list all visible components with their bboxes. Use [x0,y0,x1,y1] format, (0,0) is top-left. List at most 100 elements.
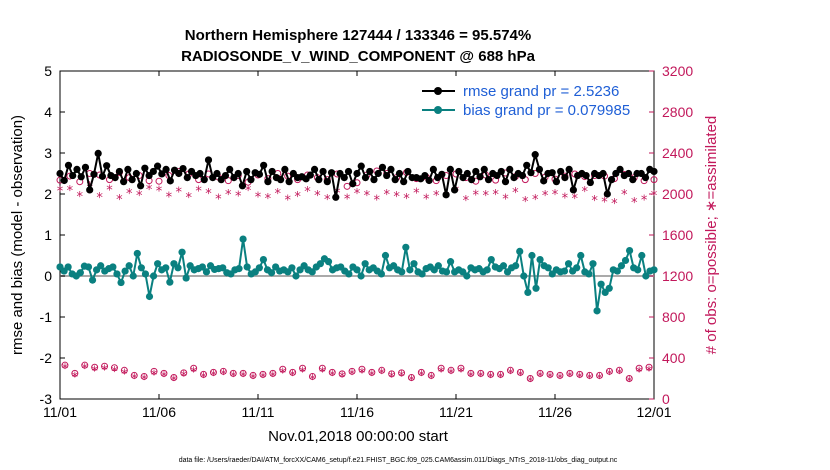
obs-assimilated-point: * [492,188,499,203]
bias-point [239,235,247,243]
rmse-point [64,161,73,169]
x-tick-label: 12/01 [636,404,671,420]
rmse-point [535,165,544,173]
obs-assimilated-point: * [284,194,291,209]
obs-assimilated-point: * [200,371,207,386]
obs-assimilated-point: * [255,191,262,206]
bias-point [198,263,206,271]
bias-point [113,270,121,278]
obs-assimilated-point: * [586,372,593,387]
rmse-point [277,176,285,184]
rmse-point [340,174,348,182]
obs-assimilated-point: * [631,196,638,211]
rmse-point [497,167,505,176]
bias-point [577,251,585,260]
obs-possible-point [140,372,148,380]
y-tick-label-right: 1600 [662,227,693,243]
obs-assimilated-point: * [91,364,98,379]
obs-assimilated-point: * [512,186,519,201]
rmse-point [400,178,408,186]
obs-assimilated-point: * [304,185,311,200]
rmse-point [446,165,454,173]
obs-assimilated-point: * [245,184,252,199]
bias-point [446,258,455,266]
rmse-point [285,178,293,186]
rmse-point [90,170,98,178]
obs-assimilated-point: * [487,371,494,386]
obs-possible-point [155,177,163,185]
bias-point [121,267,129,275]
y-tick-label-left: 0 [44,268,52,284]
bias-point [520,272,528,280]
obs-possible-point [81,361,89,369]
rmse-point [226,165,234,173]
rmse-point [624,169,633,178]
obs-assimilated-point: * [552,188,559,203]
obs-assimilated-point: * [468,370,475,385]
obs-assimilated-point: * [96,191,103,206]
obs-possible-point [91,363,99,371]
bias-point [109,263,117,271]
rmse-point [506,165,514,173]
rmse-point [467,176,476,184]
bias-point [243,263,251,271]
bias-point [410,260,418,268]
rmse-point [137,182,145,190]
rmse-point [616,165,624,173]
rmse-point [366,167,374,176]
rmse-point [387,165,395,173]
obs-assimilated-point: * [522,195,529,210]
obs-possible-point [487,370,495,378]
rmse-point [166,177,174,185]
obs-assimilated-point: * [146,183,153,198]
rmse-point [196,169,204,178]
bias-point [255,264,263,272]
bias-point [141,270,150,278]
obs-assimilated-point: * [502,193,509,208]
obs-assimilated-point: * [299,365,306,380]
rmse-point [103,162,111,170]
y-tick-label-right: 2000 [662,186,693,202]
obs-possible-point [457,364,465,372]
obs-assimilated-point: * [72,370,79,385]
rmse-point [518,171,527,180]
rmse-point [200,176,208,184]
rmse-point [213,169,221,178]
rmse-point [243,167,251,176]
rmse-point [455,167,463,176]
rmse-point [527,169,535,177]
bias-point [154,260,162,268]
obs-possible-point [229,369,237,377]
obs-possible-point [130,371,138,379]
obs-assimilated-point: * [280,366,287,381]
obs-assimilated-point: * [591,194,598,209]
obs-possible-point [596,371,604,379]
rmse-point [641,174,650,182]
rmse-point [421,171,429,180]
bias-series [56,235,658,315]
y-tick-label-right: 800 [662,309,686,325]
rmse-point [98,172,107,180]
bias-point [617,262,626,270]
bias-point [182,274,190,282]
obs-assimilated-point: * [265,192,272,207]
rmse-point [281,165,289,173]
bias-point [84,263,93,271]
left-y-axis: -3 -2 -1 0 1 2 3 4 5 [40,63,65,407]
rmse-point [523,161,531,169]
x-axis: 11/01 11/06 11/11 11/16 11/21 11/26 12/01 [43,71,672,420]
obs-assimilated-point: * [230,370,237,385]
obs-assimilated-point: * [349,368,356,383]
obs-possible-point [368,368,376,376]
rmse-point [395,169,404,178]
obs-assimilated-point: * [448,367,455,382]
rmse-point [268,167,276,176]
obs-possible-point [209,368,217,376]
bias-point [97,262,105,270]
rmse-point [264,178,272,186]
bias-point [316,260,324,268]
obs-assimilated-point: * [67,184,74,199]
obs-assimilated-point: * [294,190,301,205]
y-tick-label-right: 3200 [662,63,693,79]
rmse-point [73,165,81,173]
